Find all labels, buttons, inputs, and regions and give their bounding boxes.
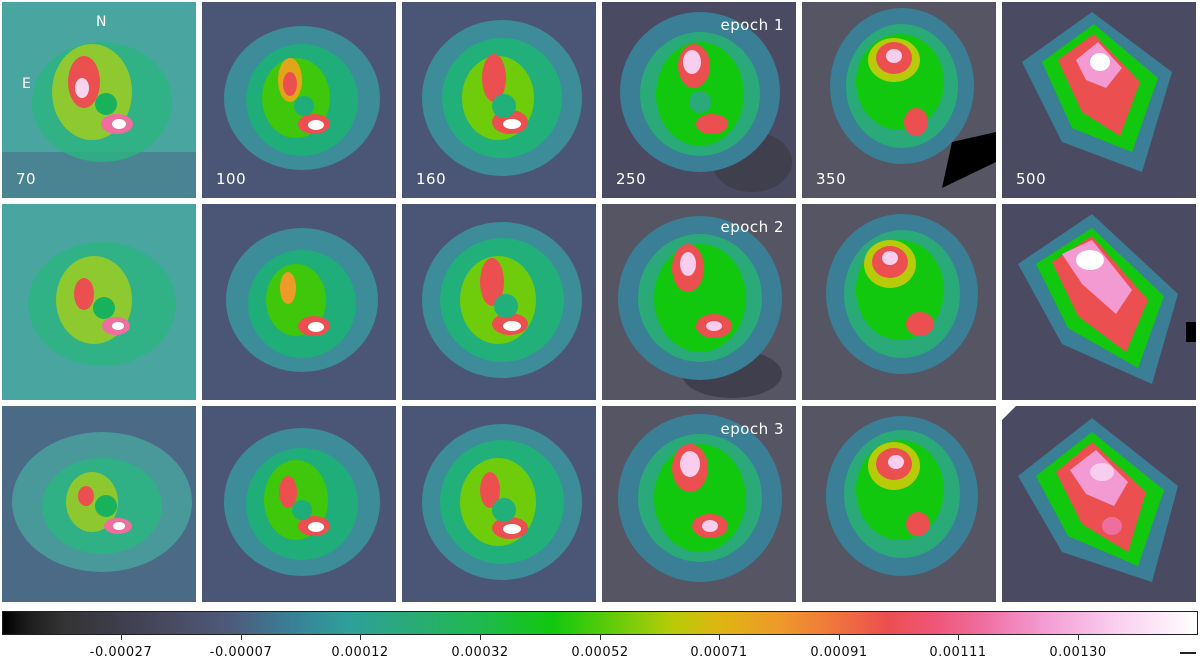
east-label: E [22, 76, 31, 92]
colorbar-tick [241, 634, 242, 640]
colorbar-tick-label: 0.00052 [571, 645, 629, 660]
north-label: N [96, 14, 107, 30]
emission-map [602, 204, 796, 400]
colorbar-tick-label: -0.00027 [89, 645, 153, 660]
colorbar-tick [480, 634, 481, 640]
panel-r3-250: epoch 3 [602, 406, 796, 602]
wavelength-label: 100 [216, 170, 247, 188]
panel-r2-500 [1002, 204, 1196, 400]
wavelength-label: 160 [416, 170, 447, 188]
colorbar-tick [839, 634, 840, 640]
emission-map [602, 2, 796, 198]
emission-map [402, 2, 596, 198]
panel-r3-500 [1002, 406, 1196, 602]
panel-r1-160: 160 [402, 2, 596, 198]
panel-r1-100: 100 [202, 2, 396, 198]
panel-r2-100 [202, 204, 396, 400]
epoch-label: epoch 2 [720, 218, 784, 236]
image-grid: N E 70 100 160 [2, 2, 1196, 602]
panel-r3-70 [2, 406, 196, 602]
panel-r3-160 [402, 406, 596, 602]
colorbar-tick-label: 0.00091 [810, 645, 868, 660]
panel-r1-500: 500 [1002, 2, 1196, 198]
colorbar-tick [360, 634, 361, 640]
colorbar-tick-label: 0.00012 [331, 645, 389, 660]
scale-mark [1180, 652, 1196, 654]
panel-r1-70: N E 70 [2, 2, 196, 198]
wavelength-label: 70 [16, 170, 37, 188]
emission-map [202, 406, 396, 602]
wavelength-label: 250 [616, 170, 647, 188]
emission-map [2, 2, 196, 198]
colorbar-tick [600, 634, 601, 640]
colorbar-tick [719, 634, 720, 640]
panel-r1-250: epoch 1 250 [602, 2, 796, 198]
colorbar-tick [1078, 634, 1079, 640]
colorbar-tick-label: 0.00130 [1049, 645, 1107, 660]
wavelength-label: 350 [816, 170, 847, 188]
emission-map [802, 406, 996, 602]
colorbar [2, 611, 1198, 635]
panel-r3-100 [202, 406, 396, 602]
panel-r2-350 [802, 204, 996, 400]
emission-map [802, 204, 996, 400]
emission-map [202, 204, 396, 400]
colorbar-tick [121, 634, 122, 640]
epoch-label: epoch 3 [720, 420, 784, 438]
emission-map [402, 406, 596, 602]
colorbar-tick-label: 0.00111 [929, 645, 987, 660]
emission-map [202, 2, 396, 198]
colorbar-tick-label: -0.00007 [209, 645, 273, 660]
colorbar-tick-label: 0.00032 [451, 645, 509, 660]
panel-r2-250: epoch 2 [602, 204, 796, 400]
epoch-label: epoch 1 [720, 16, 784, 34]
emission-map [1002, 406, 1196, 602]
panel-r2-70 [2, 204, 196, 400]
panel-r1-350: 350 [802, 2, 996, 198]
emission-map [1002, 2, 1196, 198]
wavelength-label: 500 [1016, 170, 1047, 188]
panel-r3-350 [802, 406, 996, 602]
colorbar-tick [958, 634, 959, 640]
emission-map [602, 406, 796, 602]
emission-map [402, 204, 596, 400]
panel-r2-160 [402, 204, 596, 400]
emission-map [2, 204, 196, 400]
emission-map [1002, 204, 1196, 400]
emission-map [2, 406, 196, 602]
emission-map [802, 2, 996, 198]
colorbar-tick-label: 0.00071 [690, 645, 748, 660]
